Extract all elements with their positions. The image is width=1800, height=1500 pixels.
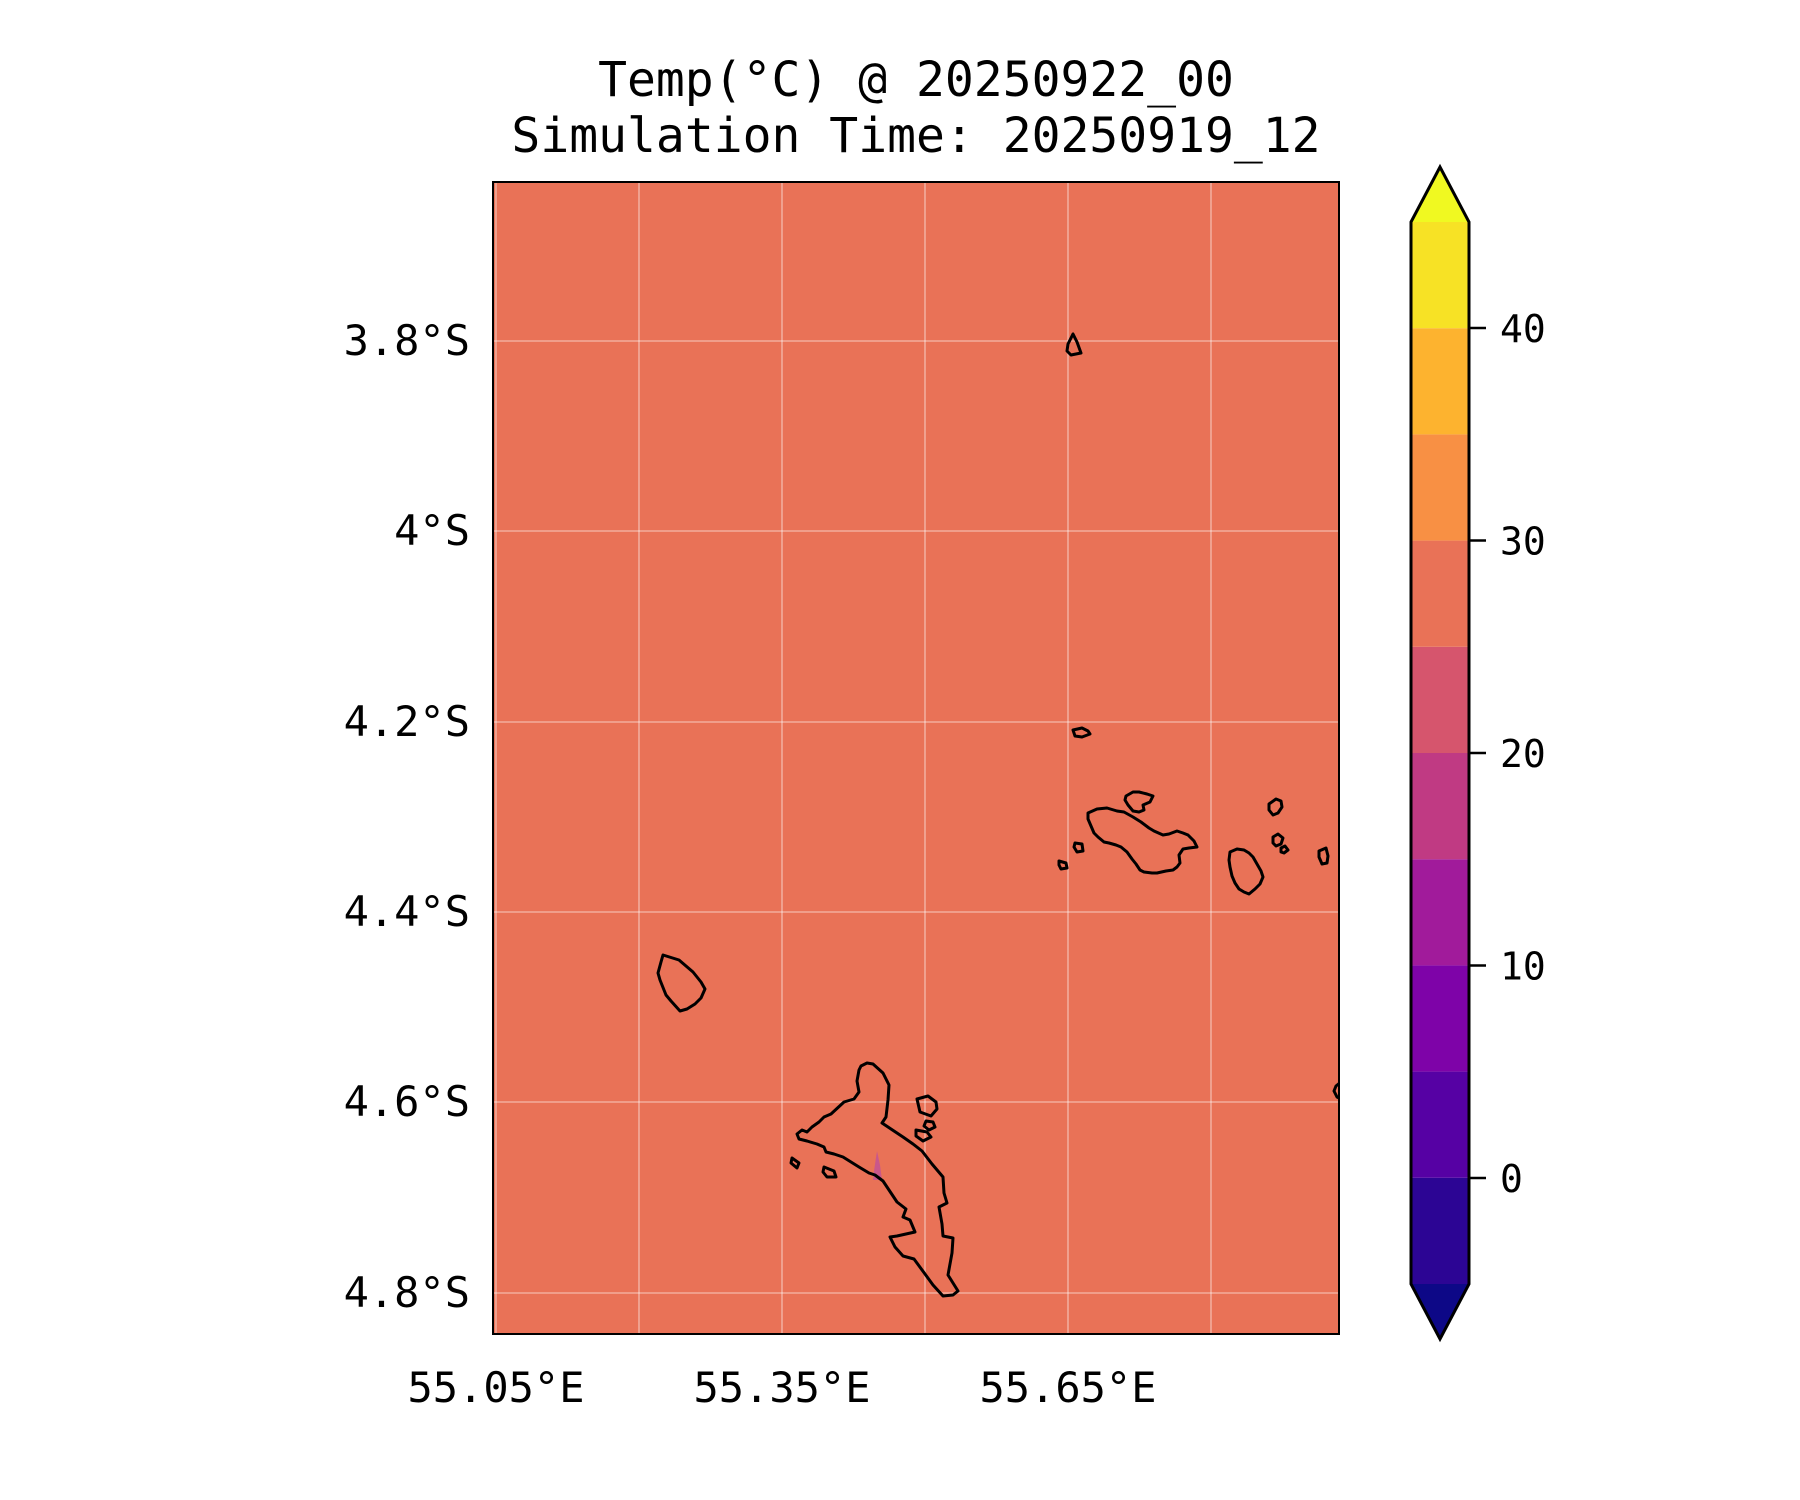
conception-islet-coastline: [821, 1165, 838, 1179]
colorbar-ticks: [1469, 326, 1486, 1180]
colorbar-over-triangle: [1411, 167, 1469, 222]
colorbar-segment-5-10: [1411, 965, 1469, 1072]
ytick-4.2s: 4.2°S: [343, 697, 470, 746]
praslin-island-coastline: [1086, 806, 1199, 875]
felicite-island-coastline: [1267, 797, 1284, 817]
cousin-islet-coastline: [1057, 859, 1069, 871]
ytick-3.8s: 3.8°S: [343, 316, 470, 365]
ytick-4s: 4°S: [394, 506, 470, 555]
colorbar-label-10: 10: [1500, 945, 1546, 989]
colorbar-segment-30-35: [1411, 434, 1469, 541]
cool-anomaly-cell: [873, 1151, 882, 1180]
curieuse-island-coastline: [1123, 790, 1155, 814]
colorbar-outline: [1409, 163, 1471, 1343]
map-panel: [492, 181, 1340, 1335]
colorbar-segment-0-5: [1411, 1071, 1469, 1178]
denis-island-coastline: [1065, 332, 1083, 357]
colorbar-label-30: 30: [1500, 520, 1546, 564]
mahe-island-coastline: [795, 1061, 960, 1298]
colorbar-segment-15-20: [1411, 753, 1469, 860]
plot-subtitle: Simulation Time: 20250919_12: [511, 108, 1321, 164]
grande-soeur-islet-coastline: [1271, 832, 1285, 848]
ytick-4.6s: 4.6°S: [343, 1077, 470, 1126]
xtick-55.65e: 55.65°E: [979, 1363, 1157, 1412]
long-islet-coastline: [914, 1128, 933, 1143]
xtick-55.35e: 55.35°E: [693, 1363, 871, 1412]
plot-title: Temp(°C) @ 20250922_00: [598, 52, 1234, 108]
colorbar-segment-10-15: [1411, 859, 1469, 966]
la-digue-island-coastline: [1227, 847, 1265, 896]
colorbar-label-0: 0: [1500, 1157, 1523, 1201]
ste-anne-islet-coastline: [915, 1094, 939, 1118]
praslin-west-islet-coastline: [1072, 841, 1085, 854]
marianne-island-coastline: [1317, 846, 1330, 866]
cerf-islet-coastline: [922, 1119, 937, 1132]
graticule-gridlines: [492, 181, 1340, 1335]
petite-soeur-islet-coastline: [1279, 844, 1290, 855]
aride-island-coastline: [1071, 726, 1092, 739]
colorbar-segment-40-45: [1411, 222, 1469, 329]
ytick-4.4s: 4.4°S: [343, 887, 470, 936]
colorbar-under-triangle: [1411, 1284, 1469, 1339]
colorbar-segment-25-30: [1411, 540, 1469, 647]
colorbar-label-20: 20: [1500, 732, 1546, 776]
xtick-55.05e: 55.05°E: [407, 1363, 585, 1412]
colorbar-label-40: 40: [1500, 307, 1546, 351]
silhouette-island-coastline: [656, 953, 707, 1013]
colorbar: 40 30 20 10 0: [1409, 163, 1546, 1343]
colorbar-segment-35-40: [1411, 328, 1469, 435]
coastlines: [656, 332, 1340, 1298]
therese-islet-coastline: [789, 1156, 801, 1170]
colorbar-segment-20-25: [1411, 646, 1469, 753]
ytick-4.8s: 4.8°S: [343, 1268, 470, 1317]
temperature-field-fill: [492, 181, 1340, 1335]
colorbar-segment-m5-0: [1411, 1177, 1469, 1284]
